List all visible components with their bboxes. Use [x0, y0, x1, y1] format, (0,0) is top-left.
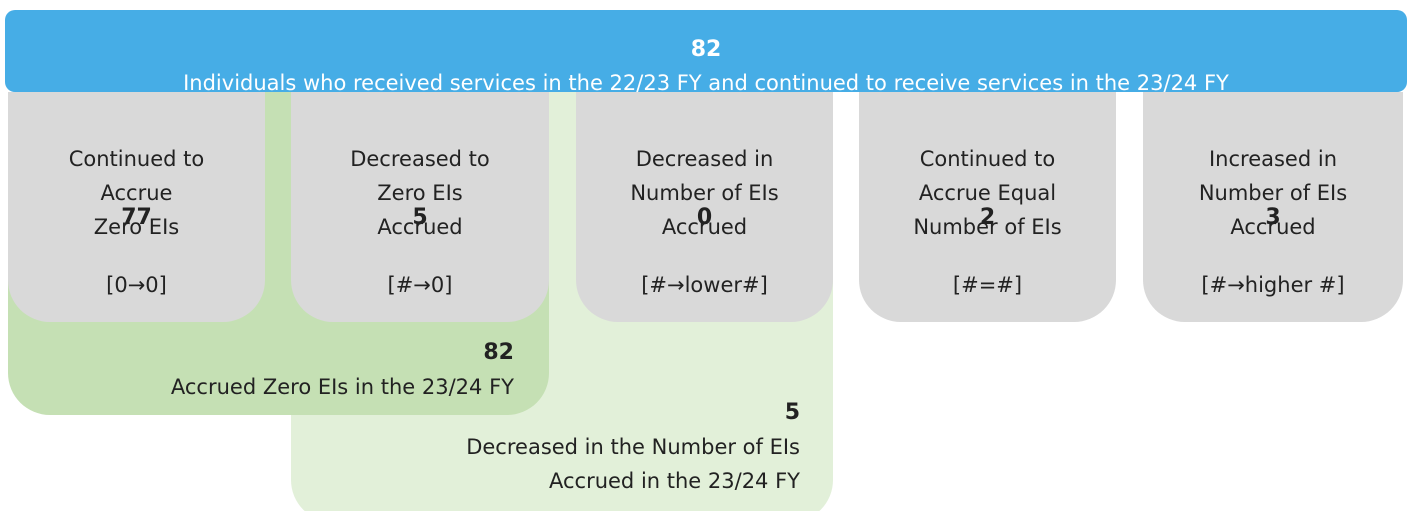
box-code: [#→lower#] — [641, 273, 768, 297]
box-label: Number of EIs — [913, 215, 1062, 239]
box-value: 0 — [696, 205, 713, 230]
box-value: 77 — [121, 205, 152, 230]
box-label: Zero EIs — [377, 181, 463, 205]
box-value: 3 — [1265, 205, 1281, 230]
box-label: Zero EIs — [93, 215, 180, 239]
box-label: Continued to — [919, 147, 1056, 171]
box-label: Decreased to — [350, 147, 490, 171]
group-label: Decreased in the Number of EIs — [466, 435, 800, 459]
box-code: [0→0] — [106, 273, 167, 297]
group-value: 5 — [784, 400, 800, 425]
box-label: Accrued — [377, 215, 463, 239]
group-text: 82 Accrued Zero EIs in the 23/24 FY — [171, 336, 514, 404]
category-box: 5 Decreased to Zero EIs Accrued [#→0] — [291, 92, 549, 322]
header-label: Individuals who received services in the… — [183, 71, 1229, 95]
category-box: 3 Increased in Number of EIs Accrued [#→high… — [1143, 92, 1403, 322]
group-label: Accrued in the 23/24 FY — [548, 469, 800, 493]
box-code: [#→0] — [387, 273, 453, 297]
category-box: 77 Continued to Accrue Zero EIs [0→0] — [8, 92, 265, 322]
box-code: [#→higher #] — [1201, 273, 1345, 297]
group-text: 5 Decreased in the Number of EIs Accrued i… — [466, 396, 800, 498]
box-label: Number of EIs — [630, 181, 779, 205]
box-label: Decreased in — [635, 147, 774, 171]
header-value: 82 — [690, 37, 722, 62]
box-label: Accrue Equal — [918, 181, 1057, 205]
header-bar: 82 Individuals who received services in … — [5, 10, 1407, 95]
box-code: [#=#] — [952, 273, 1023, 297]
box-label: Continued to — [68, 147, 205, 171]
box-value: 5 — [412, 205, 428, 230]
box-label: Accrued — [1230, 215, 1316, 239]
group-label: Accrued Zero EIs in the 23/24 FY — [170, 375, 514, 399]
category-box: 2 Continued to Accrue Equal Number of EIs [#… — [859, 92, 1116, 322]
box-label: Accrue — [100, 181, 173, 205]
box-label: Number of EIs — [1198, 181, 1348, 205]
box-label: Increased in — [1208, 147, 1338, 171]
box-label: Accrued — [661, 215, 748, 239]
category-box: 0 Decreased in Number of EIs Accrued [#→lowe… — [576, 92, 833, 322]
group-value: 82 — [483, 340, 514, 365]
box-value: 2 — [979, 205, 996, 230]
